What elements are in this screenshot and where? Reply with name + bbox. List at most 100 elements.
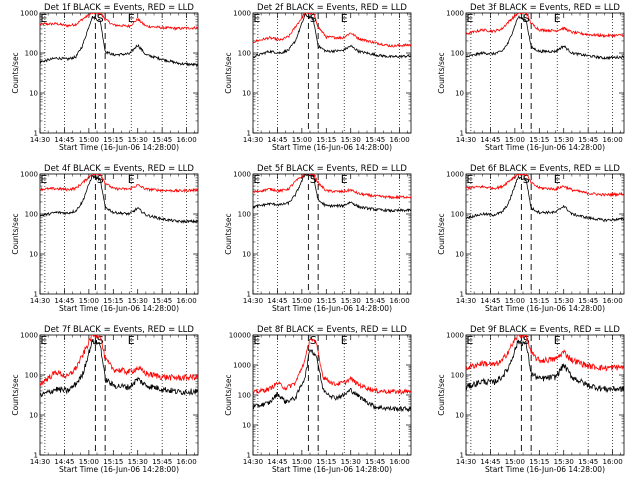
marker-e-start: E bbox=[466, 173, 473, 186]
x-tick-label: 14:45 bbox=[267, 297, 287, 305]
marker-e-start: E bbox=[253, 334, 260, 347]
x-tick-label: 15:00 bbox=[79, 136, 99, 144]
panel-title: Det 9f BLACK = Events, RED = LLD bbox=[470, 325, 620, 335]
x-tick-label: 15:45 bbox=[365, 297, 385, 305]
x-axis-label: Start Time (16-Jun-06 14:28:00) bbox=[59, 143, 179, 152]
series-events-line bbox=[253, 174, 411, 213]
x-tick-label: 15:15 bbox=[316, 136, 336, 144]
x-tick-label: 14:30 bbox=[243, 458, 263, 466]
marker-e-end: E bbox=[341, 173, 348, 186]
marker-e-start: E bbox=[466, 334, 473, 347]
x-tick-label: 15:30 bbox=[128, 136, 148, 144]
series-lld-line bbox=[466, 13, 624, 39]
y-tick-label: 100 bbox=[25, 211, 38, 219]
x-tick-label: 15:30 bbox=[341, 458, 361, 466]
y-tick-label: 10 bbox=[29, 251, 38, 259]
x-tick-label: 16:00 bbox=[177, 458, 197, 466]
panel-title: Det 6f BLACK = Events, RED = LLD bbox=[470, 164, 620, 174]
series-lld-line bbox=[466, 335, 624, 372]
plot-frame bbox=[39, 173, 199, 295]
x-tick-label: 14:30 bbox=[30, 297, 50, 305]
x-tick-label: 15:30 bbox=[554, 136, 574, 144]
y-tick-label: 1000 bbox=[233, 362, 251, 370]
y-tick-label: 100 bbox=[25, 372, 38, 380]
y-tick-label: 1 bbox=[34, 291, 38, 299]
x-tick-label: 15:15 bbox=[103, 458, 123, 466]
x-tick-label: 16:00 bbox=[390, 297, 410, 305]
marker-e-end: E bbox=[554, 12, 561, 25]
x-tick-label: 14:45 bbox=[267, 458, 287, 466]
y-axis-label: Counts/sec bbox=[224, 52, 233, 93]
series-events-line bbox=[40, 15, 198, 68]
y-tick-label: 1 bbox=[247, 291, 251, 299]
x-tick-label: 14:30 bbox=[30, 458, 50, 466]
y-tick-label: 100 bbox=[25, 50, 38, 58]
y-tick-label: 1000 bbox=[446, 332, 464, 340]
x-tick-label: 14:30 bbox=[243, 136, 263, 144]
series-lld-line bbox=[253, 13, 411, 48]
x-axis-label: Start Time (16-Jun-06 14:28:00) bbox=[485, 465, 605, 474]
x-tick-label: 14:30 bbox=[456, 297, 476, 305]
x-tick-label: 14:45 bbox=[54, 136, 74, 144]
plot-frame bbox=[39, 12, 199, 134]
x-axis-label: Start Time (16-Jun-06 14:28:00) bbox=[272, 143, 392, 152]
x-tick-label: 15:00 bbox=[292, 458, 312, 466]
panel-title: Det 3f BLACK = Events, RED = LLD bbox=[470, 3, 620, 13]
x-tick-label: 15:15 bbox=[529, 297, 549, 305]
plot-frame bbox=[465, 12, 625, 134]
y-tick-label: 1000 bbox=[233, 171, 251, 179]
marker-s: S bbox=[523, 12, 530, 25]
y-tick-label: 100 bbox=[238, 392, 251, 400]
x-tick-label: 14:30 bbox=[456, 458, 476, 466]
x-tick-label: 14:30 bbox=[243, 297, 263, 305]
series-lld-line bbox=[253, 174, 411, 200]
x-tick-label: 15:45 bbox=[578, 136, 598, 144]
y-tick-label: 1000 bbox=[20, 171, 38, 179]
y-tick-label: 1000 bbox=[446, 171, 464, 179]
y-tick-label: 10 bbox=[455, 90, 464, 98]
x-tick-label: 15:00 bbox=[505, 297, 525, 305]
x-tick-label: 16:00 bbox=[390, 458, 410, 466]
x-axis-label: Start Time (16-Jun-06 14:28:00) bbox=[485, 143, 605, 152]
y-tick-label: 1 bbox=[460, 130, 464, 138]
x-tick-label: 15:45 bbox=[578, 458, 598, 466]
x-tick-label: 15:45 bbox=[578, 297, 598, 305]
x-tick-label: 14:30 bbox=[30, 136, 50, 144]
marker-e-start: E bbox=[253, 173, 260, 186]
marker-s: S bbox=[97, 12, 104, 25]
series-events-line bbox=[466, 175, 624, 223]
y-tick-label: 1000 bbox=[446, 10, 464, 18]
x-tick-label: 15:30 bbox=[341, 297, 361, 305]
x-tick-label: 14:45 bbox=[480, 458, 500, 466]
y-tick-label: 10 bbox=[29, 412, 38, 420]
y-axis-label: Counts/sec bbox=[437, 213, 446, 254]
x-tick-label: 15:15 bbox=[103, 297, 123, 305]
x-tick-label: 15:30 bbox=[341, 136, 361, 144]
series-lld-line bbox=[253, 337, 411, 396]
y-axis-label: Counts/sec bbox=[11, 52, 20, 93]
x-tick-label: 15:15 bbox=[103, 136, 123, 144]
x-tick-label: 16:00 bbox=[177, 136, 197, 144]
y-axis-label: Counts/sec bbox=[224, 374, 233, 415]
marker-e-start: E bbox=[40, 173, 47, 186]
series-lld-line bbox=[466, 174, 624, 198]
plot-frame bbox=[252, 12, 412, 134]
x-tick-label: 15:15 bbox=[529, 136, 549, 144]
x-tick-label: 14:45 bbox=[480, 136, 500, 144]
x-tick-label: 15:15 bbox=[316, 297, 336, 305]
x-tick-label: 16:00 bbox=[390, 136, 410, 144]
marker-s: S bbox=[523, 334, 530, 347]
y-tick-label: 100 bbox=[451, 50, 464, 58]
panel-title: Det 7f BLACK = Events, RED = LLD bbox=[44, 325, 194, 335]
x-axis-label: Start Time (16-Jun-06 14:28:00) bbox=[272, 465, 392, 474]
x-tick-label: 16:00 bbox=[177, 297, 197, 305]
y-axis-label: Counts/sec bbox=[437, 52, 446, 93]
series-events-line bbox=[40, 174, 198, 224]
series-events-line bbox=[253, 348, 411, 413]
